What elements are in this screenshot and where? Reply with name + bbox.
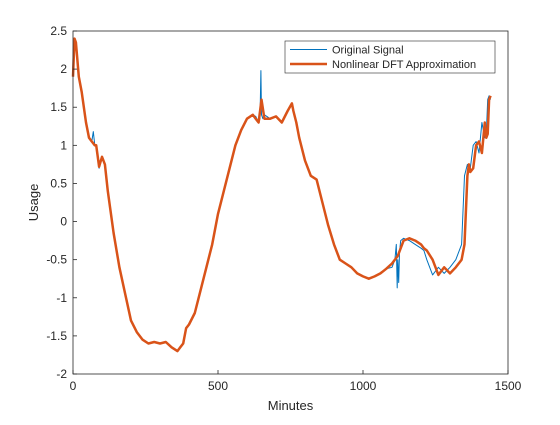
y-tick-label: -2 — [56, 367, 67, 381]
y-tick-label: 0 — [60, 215, 67, 229]
y-tick-label: -1.5 — [46, 329, 67, 343]
x-tick-label: 500 — [208, 379, 228, 393]
y-tick-label: -0.5 — [46, 253, 67, 267]
legend: Original Signal Nonlinear DFT Approximat… — [284, 40, 496, 74]
y-tick-label: 0.5 — [50, 176, 67, 190]
legend-box — [284, 40, 496, 74]
series-layer — [71, 37, 492, 353]
legend-label-nonlinear-dft-approximation: Nonlinear DFT Approximation — [332, 59, 476, 71]
y-tick-label: -1 — [56, 291, 67, 305]
y-ticks: -2 -1.5 -1 -0.5 0 0.5 1 1.5 2 2.5 — [46, 24, 77, 381]
y-tick-label: 1.5 — [50, 100, 67, 114]
x-tick-label: 1000 — [350, 379, 377, 393]
y-tick-label: 2 — [60, 62, 67, 76]
y-tick-label: 1 — [60, 138, 67, 152]
x-ticks: 0 500 1000 1500 — [70, 370, 522, 393]
plot-area — [73, 31, 508, 374]
x-tick-label: 0 — [70, 379, 77, 393]
x-tick-label: 1500 — [495, 379, 522, 393]
series-line-nonlinear-dft-approximation — [71, 37, 492, 353]
legend-label-original-signal: Original Signal — [332, 45, 404, 57]
axes-box — [72, 30, 509, 375]
x-axis-label: Minutes — [268, 398, 314, 413]
y-tick-label: 2.5 — [50, 24, 67, 38]
y-axis-label: Usage — [26, 184, 41, 222]
